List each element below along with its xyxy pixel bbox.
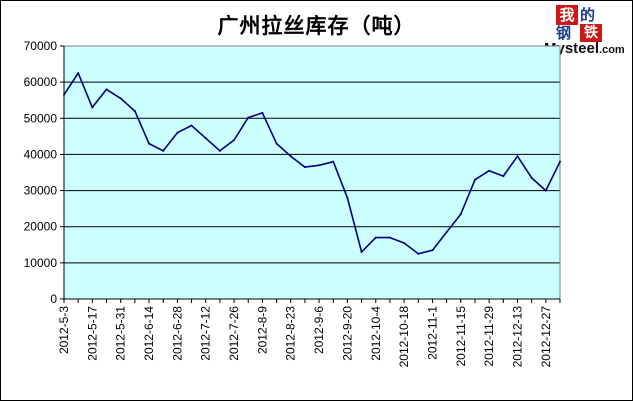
data-point bbox=[403, 241, 406, 244]
data-point bbox=[559, 160, 561, 163]
data-point bbox=[162, 149, 165, 152]
data-point bbox=[516, 155, 519, 158]
y-tick-label: 50000 bbox=[24, 111, 58, 125]
x-tick-label: 2012-5-17 bbox=[85, 306, 99, 361]
x-tick-label: 2012-10-18 bbox=[397, 306, 411, 368]
data-point bbox=[289, 155, 292, 158]
x-tick-label: 2012-7-26 bbox=[227, 306, 241, 361]
data-point bbox=[445, 231, 448, 234]
y-tick-label: 30000 bbox=[24, 184, 58, 198]
x-tick-label: 2012-8-23 bbox=[284, 306, 298, 361]
data-point bbox=[303, 166, 306, 169]
x-tick-label: 2012-5-3 bbox=[57, 306, 71, 354]
logo-char-box: 铁 bbox=[580, 24, 602, 42]
y-tick-label: 10000 bbox=[24, 256, 58, 270]
x-tick-label: 2012-6-28 bbox=[170, 306, 184, 361]
x-tick-label: 2012-11-29 bbox=[482, 306, 496, 367]
data-point bbox=[119, 97, 122, 100]
data-point bbox=[218, 149, 221, 152]
data-point bbox=[431, 249, 434, 252]
data-point bbox=[332, 160, 335, 163]
y-tick-label: 70000 bbox=[24, 39, 58, 53]
logo-char: 铁 bbox=[584, 25, 598, 41]
data-point bbox=[530, 176, 533, 179]
data-point bbox=[63, 93, 65, 96]
data-point bbox=[275, 142, 278, 145]
data-point bbox=[346, 196, 349, 199]
plot-area bbox=[64, 46, 560, 299]
x-tick-label: 2012-9-20 bbox=[340, 306, 354, 361]
x-tick-label: 2012-12-13 bbox=[510, 306, 524, 368]
mysteel-logo: 我 的 钢 铁 Mysteel.com bbox=[544, 2, 630, 62]
data-point bbox=[417, 252, 420, 255]
data-point bbox=[318, 164, 321, 167]
x-tick-label: 2012-5-31 bbox=[114, 306, 128, 361]
logo-char: 我 bbox=[559, 6, 575, 24]
y-tick-label: 40000 bbox=[24, 147, 58, 161]
chart-title: 广州拉丝库存（吨） bbox=[217, 13, 416, 38]
data-point bbox=[374, 236, 377, 239]
data-point bbox=[176, 131, 179, 134]
data-point bbox=[133, 110, 136, 113]
x-tick-label: 2012-11-1 bbox=[425, 306, 439, 360]
x-tick-label: 2012-9-6 bbox=[312, 306, 326, 354]
logo-brand-suffix: .com bbox=[599, 44, 625, 56]
data-point bbox=[148, 142, 151, 145]
logo-char: 的 bbox=[580, 6, 596, 24]
y-tick-label: 0 bbox=[50, 292, 57, 306]
data-point bbox=[459, 213, 462, 216]
data-point bbox=[247, 116, 250, 119]
logo-char-box: 我 bbox=[556, 5, 578, 25]
data-point bbox=[204, 137, 207, 140]
data-point bbox=[261, 111, 264, 114]
data-point bbox=[502, 175, 505, 178]
data-point bbox=[233, 138, 236, 141]
data-point bbox=[544, 189, 547, 192]
y-tick-label: 20000 bbox=[24, 220, 58, 234]
data-point bbox=[77, 72, 80, 75]
data-point bbox=[388, 236, 391, 239]
data-point bbox=[360, 251, 363, 254]
data-point bbox=[91, 106, 94, 109]
data-point bbox=[488, 169, 491, 172]
x-tick-label: 2012-6-14 bbox=[142, 306, 156, 361]
data-point bbox=[190, 124, 193, 127]
data-point bbox=[473, 178, 476, 181]
x-tick-label: 2012-8-9 bbox=[255, 306, 269, 354]
logo-char: 钢 bbox=[556, 24, 572, 42]
x-tick-label: 2012-12-27 bbox=[539, 306, 553, 368]
data-point bbox=[105, 88, 108, 91]
x-tick-label: 2012-11-15 bbox=[454, 306, 468, 367]
x-tick-label: 2012-7-12 bbox=[199, 306, 213, 361]
y-tick-label: 60000 bbox=[24, 75, 58, 89]
series-line bbox=[63, 72, 561, 255]
x-tick-label: 2012-10-4 bbox=[369, 306, 383, 361]
